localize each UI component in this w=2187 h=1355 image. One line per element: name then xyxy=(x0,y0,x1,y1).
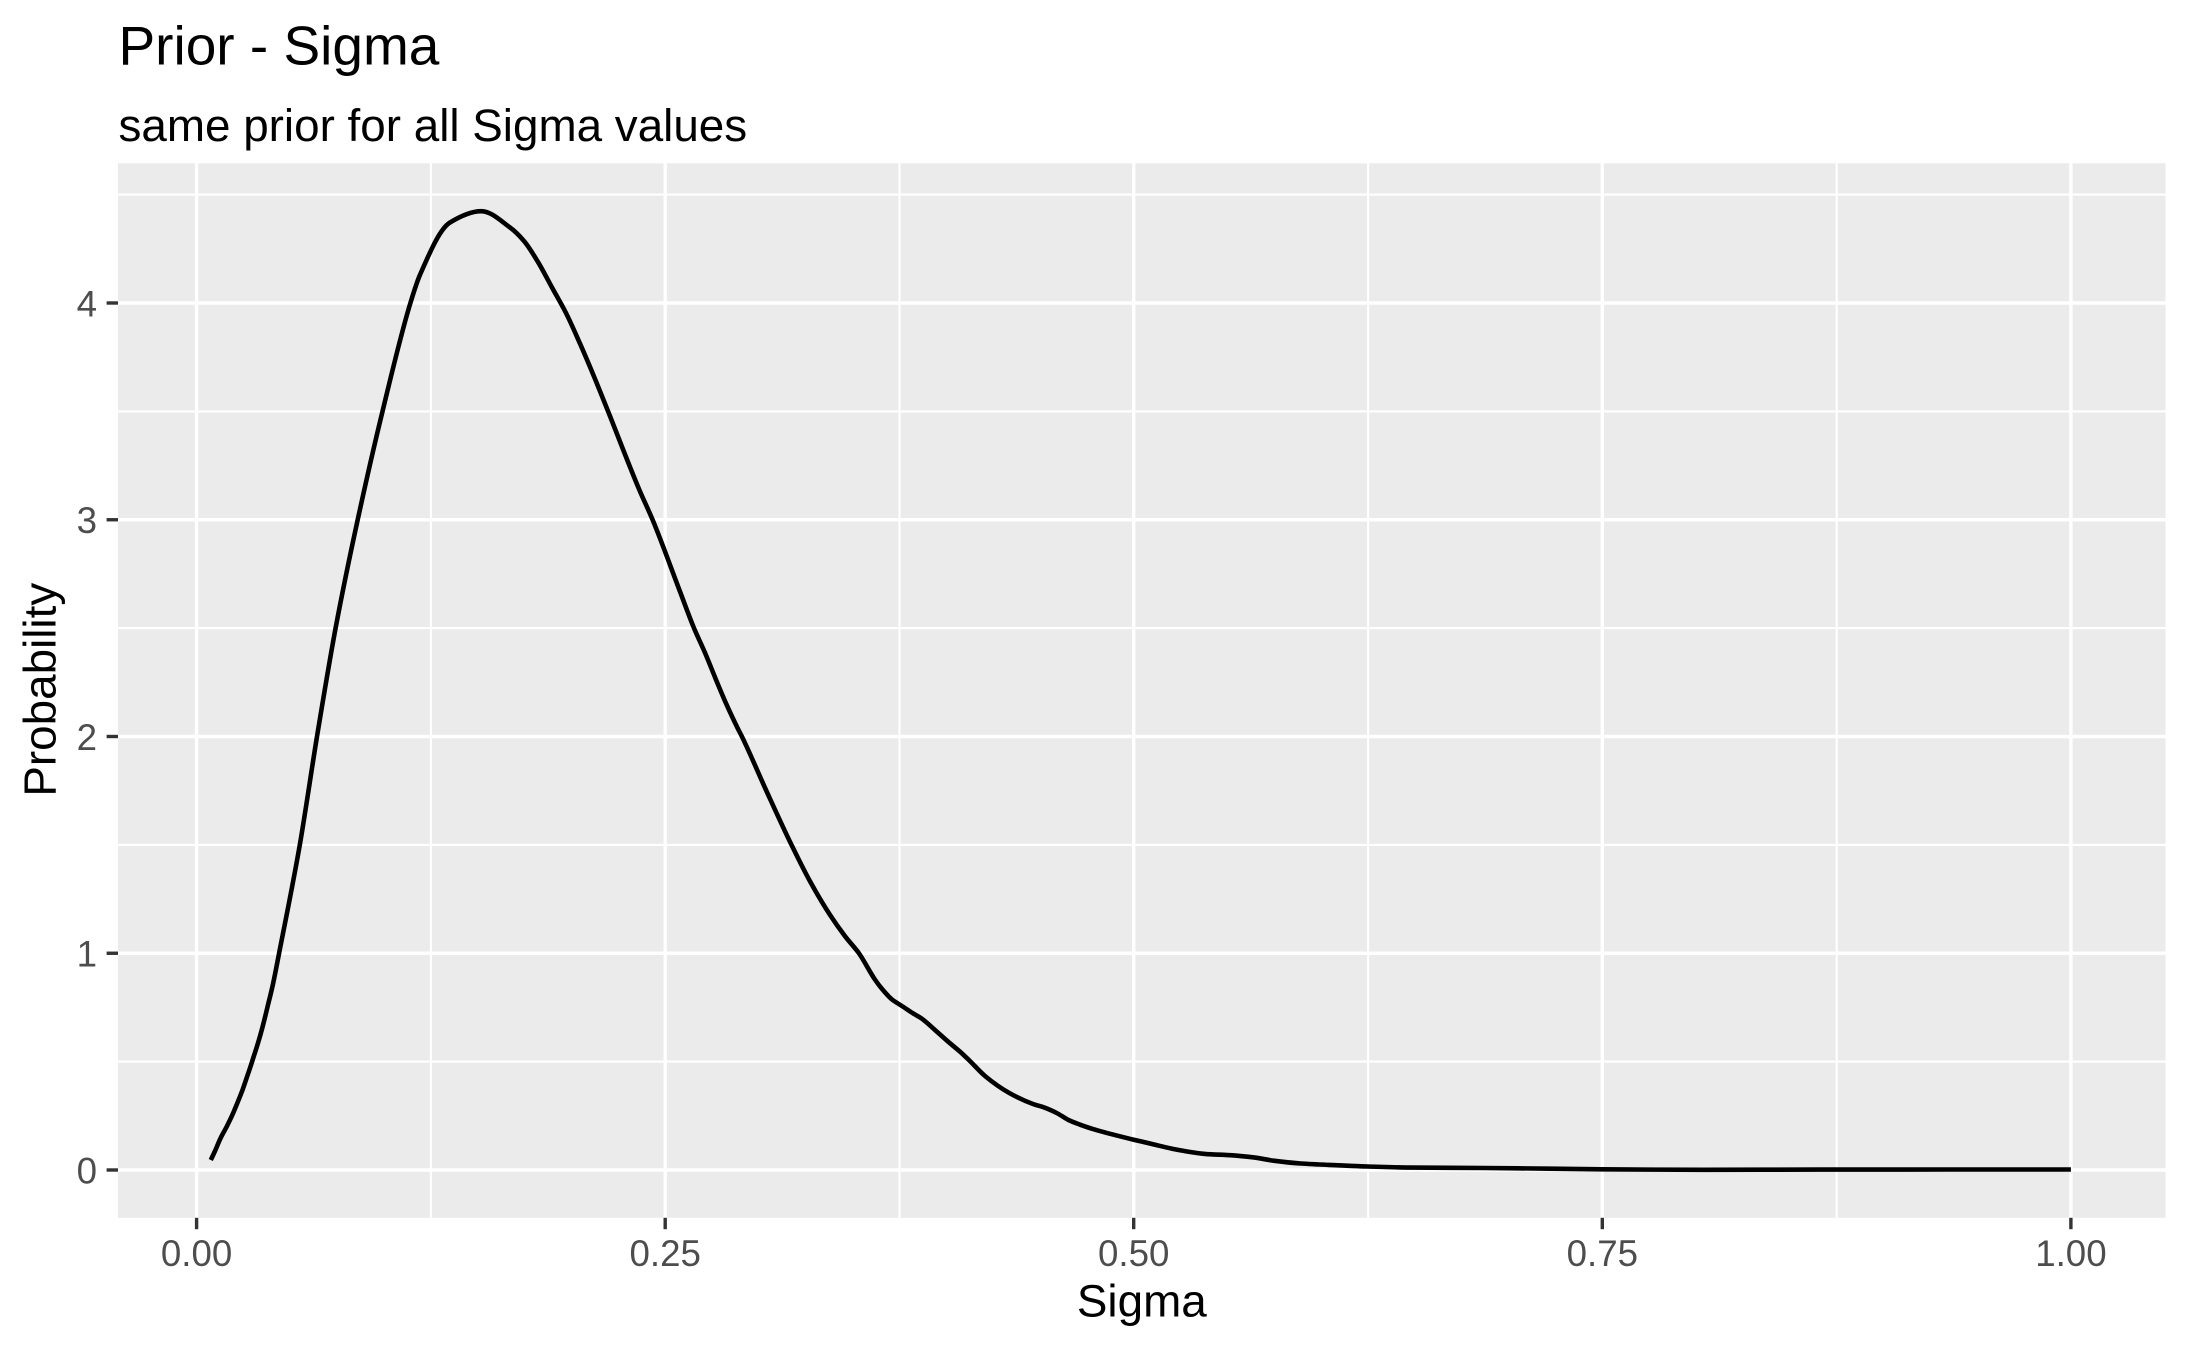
svg-text:0.75: 0.75 xyxy=(1567,1233,1638,1274)
svg-text:0: 0 xyxy=(77,1150,97,1191)
svg-text:Prior - Sigma: Prior - Sigma xyxy=(119,15,440,77)
svg-text:0.25: 0.25 xyxy=(629,1233,700,1274)
svg-text:0.50: 0.50 xyxy=(1098,1233,1169,1274)
svg-text:Probability: Probability xyxy=(14,583,65,797)
svg-text:same prior for all Sigma value: same prior for all Sigma values xyxy=(119,100,748,151)
svg-text:0.00: 0.00 xyxy=(161,1233,232,1274)
svg-text:1.00: 1.00 xyxy=(2035,1233,2106,1274)
svg-text:4: 4 xyxy=(77,283,97,324)
svg-text:1: 1 xyxy=(77,934,97,975)
svg-text:3: 3 xyxy=(77,500,97,541)
svg-text:Sigma: Sigma xyxy=(1077,1276,1207,1327)
svg-text:2: 2 xyxy=(77,717,97,758)
